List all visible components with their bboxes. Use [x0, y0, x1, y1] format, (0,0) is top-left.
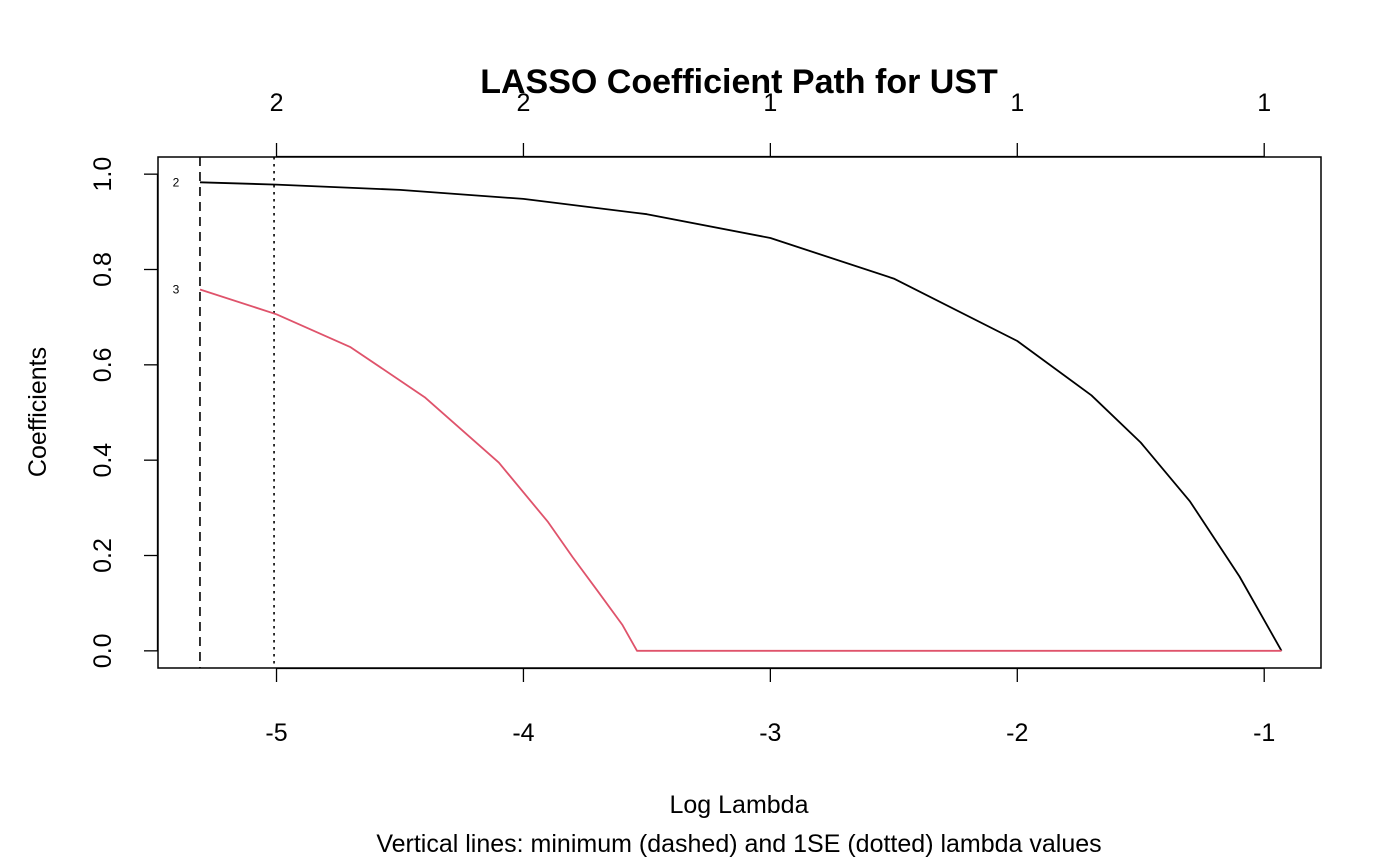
top-tick-label: 1 [1257, 89, 1271, 117]
coefficient-paths [199, 181, 1283, 652]
x-axis: -5 -4 -3 -2 -1 [265, 667, 1275, 747]
top-tick-label: 1 [1010, 89, 1024, 117]
path-label-3: 3 [173, 283, 180, 297]
y-tick-label: 0.0 [89, 633, 117, 668]
x-tick-label: -5 [265, 719, 287, 747]
x-tick-label: -4 [512, 719, 534, 747]
top-axis: 2 2 1 1 1 [270, 89, 1271, 158]
top-tick-label: 2 [516, 89, 530, 117]
x-tick-label: -1 [1253, 719, 1275, 747]
plot-frame [157, 156, 1322, 669]
top-tick-label: 2 [270, 89, 284, 117]
path-label-2: 2 [173, 175, 180, 189]
chart-subtitle: Vertical lines: minimum (dashed) and 1SE… [376, 830, 1101, 858]
chart-title: LASSO Coefficient Path for UST [480, 63, 998, 101]
lambda-reference-lines [199, 157, 275, 668]
y-tick-label: 0.2 [89, 538, 117, 573]
coefficient-path-3 [199, 288, 1282, 652]
x-tick-label: -3 [759, 719, 781, 747]
y-axis-label: Coefficients [24, 347, 52, 477]
x-tick-label: -2 [1006, 719, 1028, 747]
y-tick-label: 0.8 [89, 252, 117, 287]
x-axis-label: Log Lambda [669, 791, 808, 819]
coefficient-path-labels: 23 [173, 175, 180, 296]
coefficient-path-2 [199, 181, 1283, 652]
y-tick-label: 1.0 [89, 157, 117, 192]
y-tick-label: 0.6 [89, 347, 117, 382]
y-axis: 0.0 0.2 0.4 0.6 0.8 1.0 [89, 157, 159, 668]
top-tick-label: 1 [763, 89, 777, 117]
y-tick-label: 0.4 [89, 443, 117, 478]
